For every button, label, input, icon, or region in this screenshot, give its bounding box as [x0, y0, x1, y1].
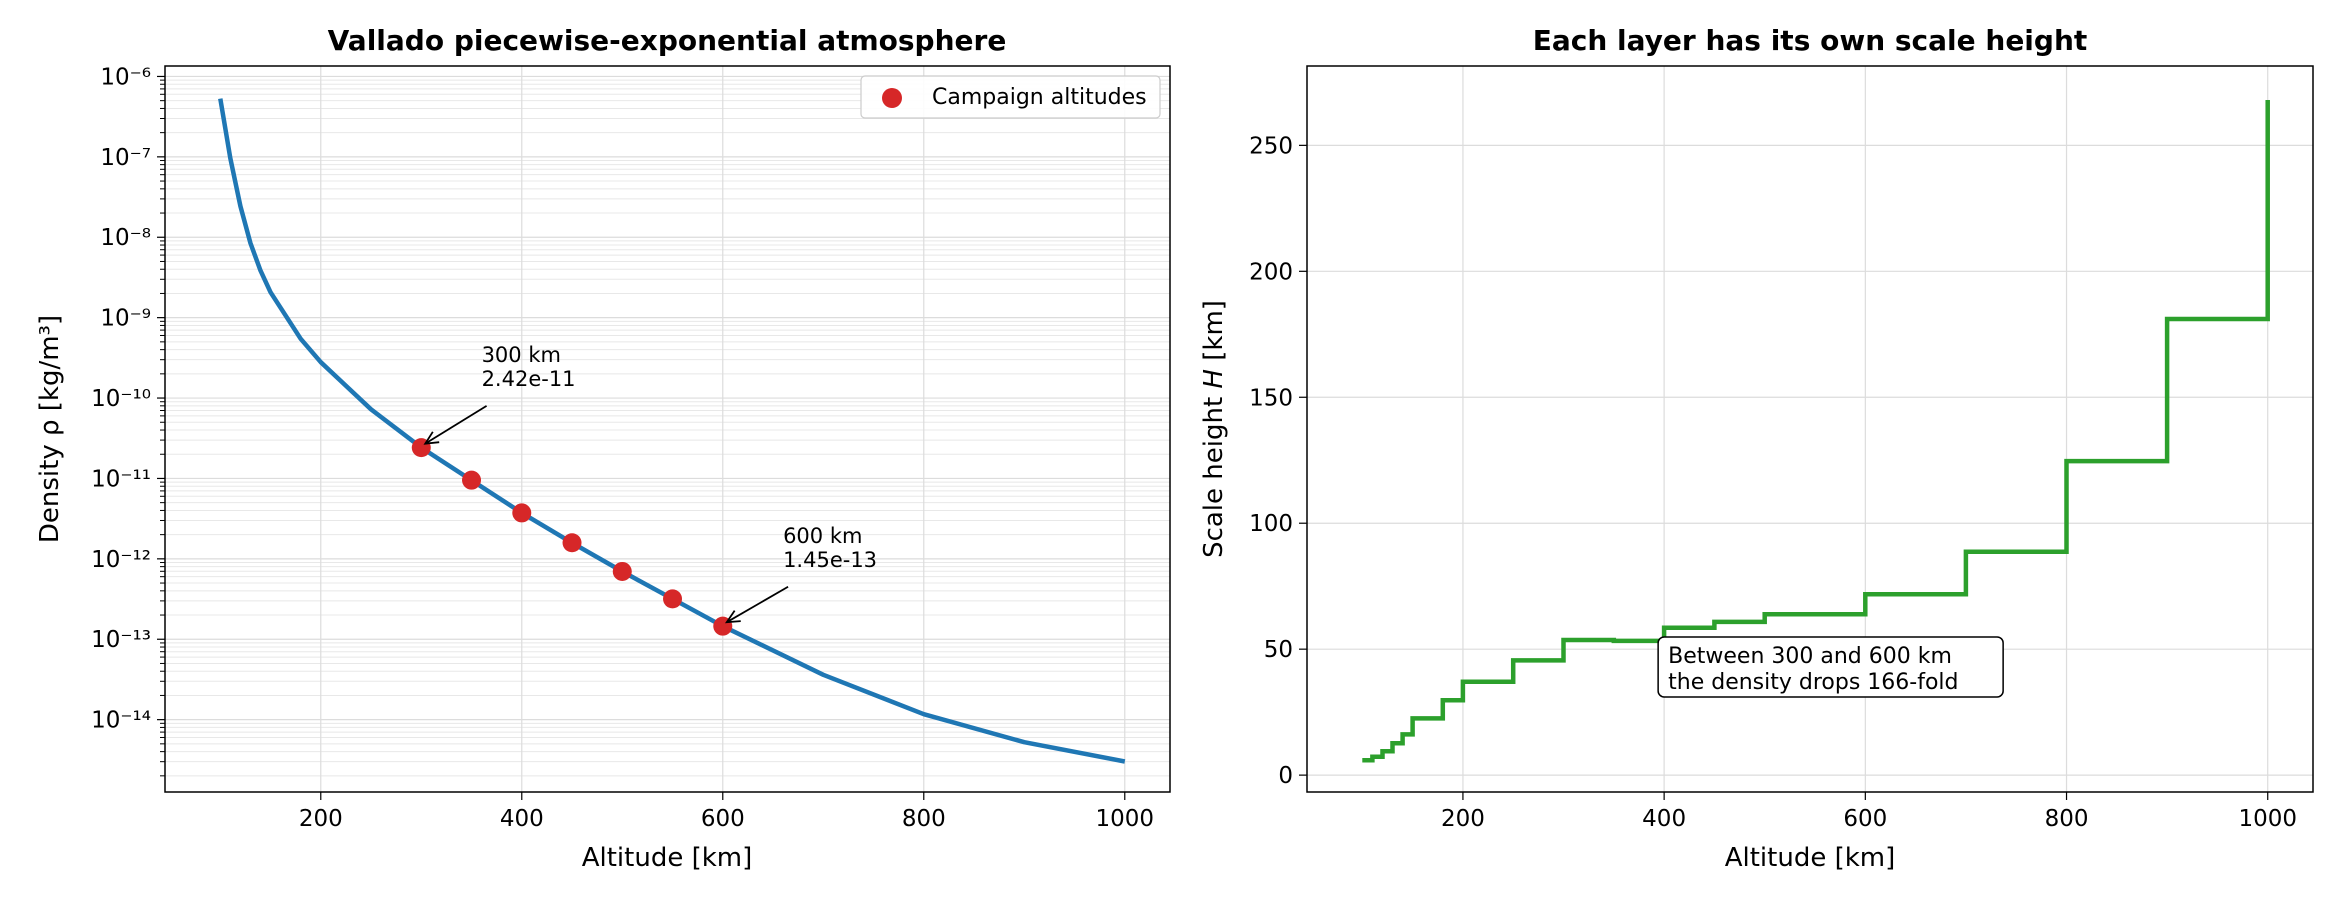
- scale-height-chart-title: Each layer has its own scale height: [1533, 24, 2088, 57]
- annotation-text: 600 km: [783, 524, 862, 548]
- legend-label: Campaign altitudes: [932, 85, 1147, 110]
- y-tick-label: 10⁻¹⁰: [91, 386, 151, 412]
- scale-height-panel: Each layer has its own scale height 200 4…: [1199, 24, 2314, 873]
- y-tick-label: 150: [1249, 385, 1293, 411]
- density-annotations: 300 km2.42e-11 600 km1.45e-13: [423, 343, 877, 624]
- y-tick-label: 100: [1249, 511, 1293, 537]
- density-plot-frame: [164, 65, 1171, 793]
- y-label-part-H: H: [1199, 369, 1229, 389]
- density-x-axis-label: Altitude [km]: [582, 843, 753, 873]
- scale-height-series: [1362, 100, 2270, 763]
- callout-text: the density drops 166-fold: [1668, 670, 1958, 695]
- density-series: [218, 98, 1126, 764]
- x-tick-label: 200: [299, 806, 343, 832]
- density-y-ticks: 10⁻⁶ 10⁻⁷ 10⁻⁸ 10⁻⁹ 10⁻¹⁰ 10⁻¹¹ 10⁻¹² 10⁻¹³ 10⁻¹…: [91, 64, 165, 777]
- y-tick-label: 10⁻¹³: [91, 627, 151, 653]
- x-tick-label: 800: [2045, 806, 2089, 832]
- callout-box: [1657, 636, 2004, 698]
- legend-box: [860, 75, 1161, 119]
- y-tick-label: 200: [1249, 259, 1293, 285]
- y-tick-label: 50: [1264, 637, 1293, 663]
- annotation-text: 300 km: [482, 343, 561, 367]
- x-tick-label: 400: [1642, 806, 1686, 832]
- y-tick-label: 10⁻⁸: [100, 225, 151, 251]
- y-label-part-1: Scale height: [1199, 389, 1229, 558]
- scale-height-y-axis-label: Scale height H [km]: [1199, 300, 1229, 558]
- x-tick-label: 400: [500, 806, 544, 832]
- annotation-arrow: [726, 585, 789, 623]
- y-tick-label: 10⁻⁷: [100, 145, 151, 171]
- density-y-axis-label: Density ρ [kg/m³]: [35, 315, 65, 543]
- y-tick-label: 10⁻⁹: [100, 306, 151, 332]
- campaign-altitude-point: [462, 470, 482, 490]
- x-tick-label: 600: [701, 806, 745, 832]
- y-label-part-2: [km]: [1199, 300, 1229, 369]
- annotation-arrowhead: [423, 431, 440, 445]
- annotation-text: 2.42e-11: [482, 367, 576, 391]
- y-tick-label: 250: [1249, 133, 1293, 159]
- scale-height-x-ticks: 200 400 600 800 1000: [1441, 792, 2297, 832]
- x-tick-label: 1000: [1096, 806, 1155, 832]
- campaign-altitude-point: [663, 589, 683, 609]
- scale-height-plot-frame: [1306, 65, 2314, 793]
- density-chart-title: Vallado piecewise-exponential atmosphere: [328, 24, 1007, 57]
- x-tick-label: 800: [902, 806, 946, 832]
- y-tick-label: 0: [1278, 763, 1293, 789]
- annotation-text: 1.45e-13: [783, 548, 877, 572]
- density-panel: Vallado piecewise-exponential atmosphere…: [35, 24, 1171, 873]
- density-x-ticks: 200 400 600 800 1000: [299, 792, 1154, 832]
- y-tick-label: 10⁻¹⁴: [91, 708, 151, 734]
- annotation-arrow: [424, 405, 488, 445]
- annotation-arrowhead: [724, 610, 741, 624]
- scale-height-y-ticks: 0 50 100 150 200 250: [1249, 133, 1307, 789]
- campaign-altitude-point: [512, 503, 532, 523]
- x-tick-label: 600: [1843, 806, 1887, 832]
- density-grid: [165, 66, 1170, 792]
- legend-marker: [882, 88, 902, 108]
- y-tick-label: 10⁻¹²: [91, 547, 151, 573]
- x-tick-label: 1000: [2238, 806, 2297, 832]
- campaign-altitude-point: [612, 561, 632, 581]
- y-tick-label: 10⁻¹¹: [91, 466, 151, 492]
- density-legend: Campaign altitudes: [860, 75, 1161, 119]
- callout-text: Between 300 and 600 km: [1668, 644, 1952, 669]
- campaign-altitude-point: [562, 533, 582, 553]
- scale-height-x-axis-label: Altitude [km]: [1725, 843, 1896, 873]
- y-tick-label: 10⁻⁶: [100, 64, 151, 90]
- x-tick-label: 200: [1441, 806, 1485, 832]
- scale-height-step-line: [1362, 100, 2270, 763]
